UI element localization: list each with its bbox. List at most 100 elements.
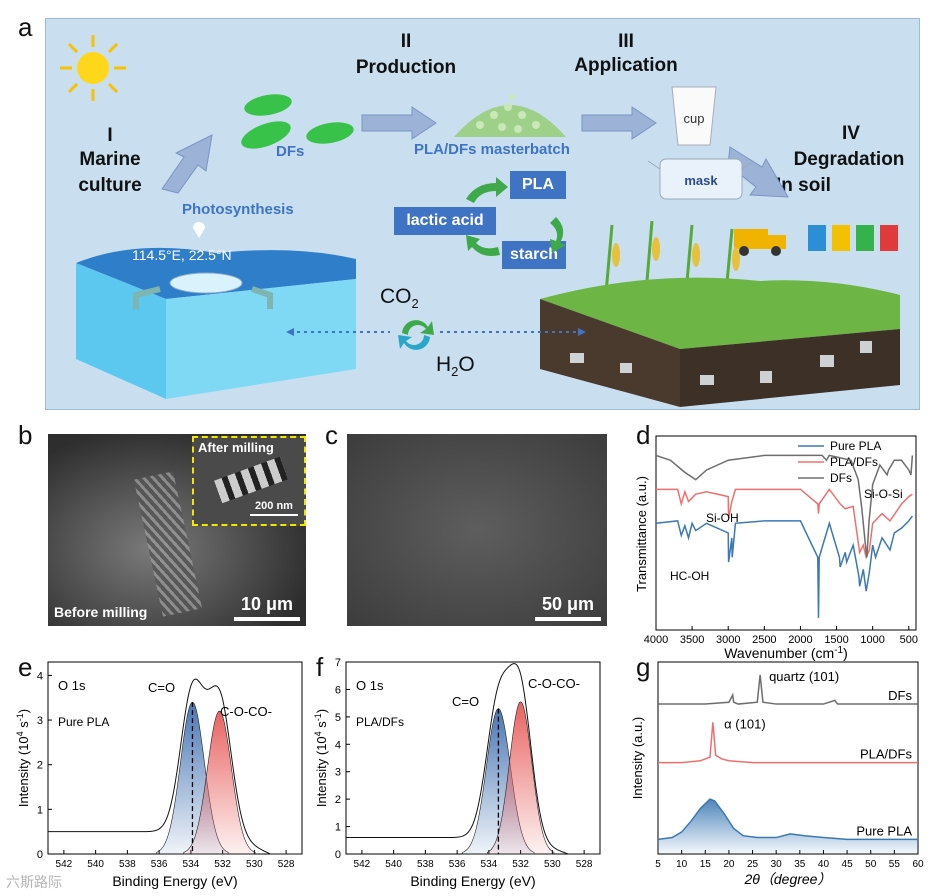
peak-label-0: C=O [452, 694, 479, 709]
x-tick-label: 534 [183, 859, 200, 870]
panel-label-g: g [636, 652, 651, 682]
mask-text: mask [684, 173, 718, 188]
series-label-pla-dfs: PLA/DFs [860, 747, 913, 762]
annotation-quartz: quartz (101) [769, 669, 839, 684]
sun-icon [60, 35, 126, 101]
x-tick-label: 35 [794, 859, 806, 870]
y-tick-label: 5 [335, 712, 341, 724]
x-tick-label: 25 [747, 859, 759, 870]
cycle-arrows-icon [466, 177, 566, 256]
cup-icon: cup [671, 86, 717, 146]
x-tick-label: 15 [700, 859, 712, 870]
photosynthesis-label: Photosynthesis [182, 201, 294, 218]
inset-label: After milling [198, 440, 274, 455]
masterbatch-pellets-icon [454, 94, 566, 137]
x-tick-label: 542 [56, 859, 73, 870]
panel-label-b: b [18, 420, 33, 450]
y-tick-label: 1 [37, 804, 43, 816]
stage-3-number: III [618, 31, 634, 52]
arrow-right-icon [361, 106, 437, 140]
x-tick-label: 50 [865, 859, 877, 870]
x-tick-label: 538 [417, 859, 434, 870]
recycle-arrows-icon [398, 320, 434, 350]
co2-label: CO2 [380, 285, 419, 312]
sample-label: PLA/DFs [356, 715, 404, 729]
y-tick-label: 4 [37, 670, 43, 682]
x-tick-label: 542 [354, 859, 371, 870]
sample-label: Pure PLA [58, 715, 109, 729]
h2o-label: H2O [436, 353, 475, 380]
x-tick-label: 55 [889, 859, 901, 870]
dfs-label: DFs [276, 143, 305, 160]
stage-1-line1: Marine [79, 149, 141, 170]
y-tick-label: 3 [37, 715, 43, 727]
series-line-2 [655, 454, 914, 558]
legend-label-2: DFs [830, 471, 852, 485]
x-tick-label: 60 [912, 859, 924, 870]
y-axis-label: Intensity (104 s-1) [15, 709, 31, 807]
series-line-1 [658, 722, 918, 764]
plot-frame [655, 435, 917, 631]
ocean-block-icon [76, 247, 356, 399]
annotation-hc-oh: HC-OH [670, 569, 709, 583]
stage-4-line1: Degradation [793, 149, 905, 170]
legend-label-0: Pure PLA [830, 439, 881, 453]
panel-label-d: d [636, 420, 651, 450]
panel-label-f: f [316, 652, 324, 682]
x-tick-label: 5 [655, 859, 661, 870]
x-axis-label: Binding Energy (eV) [112, 873, 237, 889]
x-tick-label: 1500 [824, 634, 848, 646]
x-tick-label: 532 [214, 859, 231, 870]
stage-1-number: I [107, 125, 113, 146]
stage-3-label: Application [574, 55, 678, 76]
x-tick-label: 528 [576, 859, 593, 870]
scalebar-c: 50 μm [535, 594, 601, 621]
y-tick-label: 3 [335, 767, 341, 779]
y-tick-label: 2 [335, 794, 341, 806]
envelope-line [48, 678, 302, 855]
peak-label-0: C=O [148, 680, 175, 695]
x-tick-label: 530 [246, 859, 263, 870]
x-tick-label: 4000 [644, 634, 668, 646]
annotation-alpha: α (101) [724, 716, 765, 731]
x-tick-label: 500 [900, 634, 918, 646]
x-tick-label: 538 [119, 859, 136, 870]
y-axis-label: Transmittance (a.u.) [634, 476, 649, 592]
coordinates-label: 114.5°E, 22.5°N [132, 247, 232, 263]
x-tick-label: 540 [87, 859, 104, 870]
y-tick-label: 4 [335, 739, 341, 751]
panel-label-a: a [18, 12, 33, 42]
series-label-dfs: DFs [888, 688, 912, 703]
envelope-line [346, 663, 600, 855]
x-tick-label: 530 [544, 859, 561, 870]
stage-2-number: II [400, 31, 412, 52]
x-tick-label: 534 [481, 859, 498, 870]
before-milling-label: Before milling [54, 604, 148, 620]
lactic-acid-box: lactic acid [394, 207, 496, 235]
schematic-panel: I Marine culture II Production III Appli… [45, 18, 920, 410]
x-tick-label: 1000 [860, 634, 884, 646]
peak-1 [486, 701, 555, 855]
x-tick-label: 536 [449, 859, 466, 870]
annotation-si-oh: Si-OH [706, 511, 739, 525]
soil-block-icon [540, 277, 900, 407]
x-tick-label: 536 [151, 859, 168, 870]
inset-after-milling: After milling 200 nm [192, 436, 306, 526]
x-tick-label: 10 [676, 859, 688, 870]
sem-image-c: 50 μm [347, 434, 607, 626]
y-tick-label: 6 [335, 684, 341, 696]
x-tick-label: 40 [818, 859, 830, 870]
truck-bins-icon [734, 225, 898, 256]
x-axis-label: Wavenumber (cm-1) [724, 645, 848, 661]
arrow-right-2-icon [581, 106, 657, 140]
series-line-2 [657, 798, 918, 841]
y-tick-label: 0 [37, 849, 43, 861]
core-level-label: O 1s [58, 678, 86, 693]
arrow-up-icon [161, 134, 213, 194]
x-axis-label: 2θ（degree） [744, 871, 832, 887]
x-tick-label: 3500 [680, 634, 704, 646]
panel-label-e: e [18, 652, 33, 682]
x-tick-label: 532 [512, 859, 529, 870]
x-tick-label: 45 [842, 859, 854, 870]
